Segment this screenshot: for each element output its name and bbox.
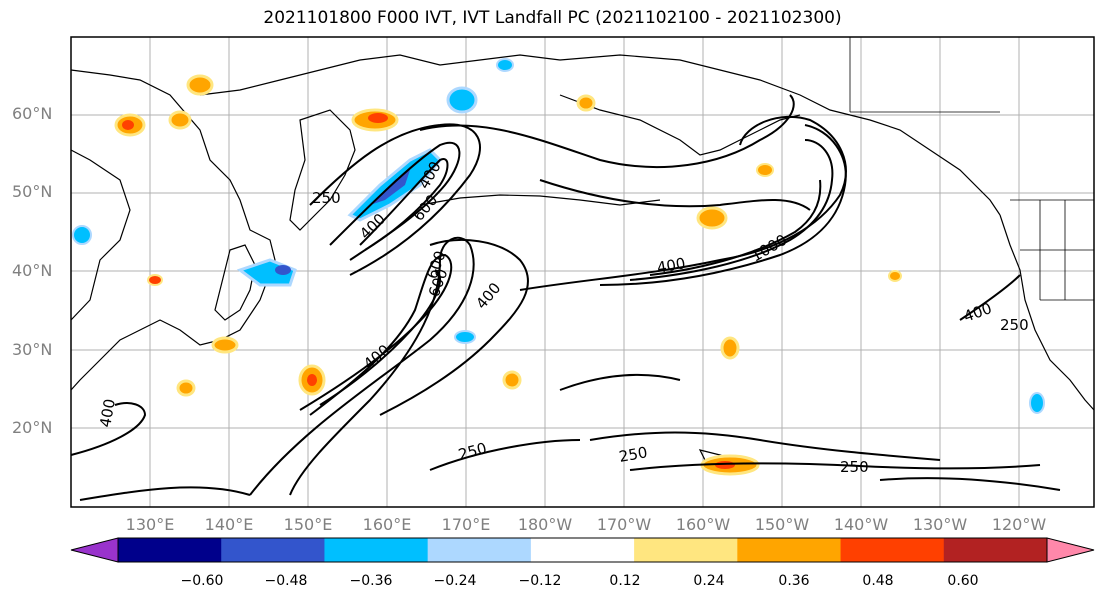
colorbar-tick-label: 0.24 <box>693 573 725 589</box>
contour-label: 250 <box>312 189 341 207</box>
lon-label-150w: 150°W <box>754 515 810 534</box>
contour-label: 1000 <box>748 231 790 266</box>
colorbar-extend-min <box>70 537 119 563</box>
contour-label: 250 <box>1000 316 1029 334</box>
map-frame <box>70 36 1095 508</box>
lon-label-170w: 170°W <box>596 515 652 534</box>
colorbar-outline <box>117 537 1048 563</box>
pc-shading-patches <box>72 58 1045 476</box>
borders <box>849 37 1094 301</box>
colorbar-segment <box>118 538 222 562</box>
colorbar-tick-label: −0.48 <box>264 573 308 589</box>
colorbar-tick-label: −0.60 <box>180 573 224 589</box>
contour-label: 400 <box>656 254 687 277</box>
lon-label-180w: 180°W <box>517 515 573 534</box>
contour-label: 400 <box>472 279 504 313</box>
colorbar-segment <box>737 538 842 562</box>
contour-label: 400 <box>96 397 119 428</box>
lat-label-40n: 40°N <box>12 261 53 280</box>
colorbar-tick-label: 0.36 <box>778 573 810 589</box>
contour-label: 600 <box>409 191 441 225</box>
lon-label-130w: 130°W <box>912 515 968 534</box>
contour-label: 250 <box>456 439 488 464</box>
lat-label-30n: 30°N <box>12 340 53 359</box>
lat-label-50n: 50°N <box>12 182 53 201</box>
coastlines <box>70 54 1095 471</box>
colorbar-tick-label: −0.12 <box>518 573 562 589</box>
lat-label-60n: 60°N <box>12 104 53 123</box>
lon-label-130e: 130°E <box>125 515 175 534</box>
colorbar-segment <box>530 538 635 562</box>
colorbar-segment <box>221 538 325 562</box>
colorbar-segment <box>634 538 738 562</box>
colorbar-segment <box>427 538 532 562</box>
colorbar <box>70 537 1095 563</box>
contour-label: 250 <box>840 458 869 476</box>
lon-label-160w: 160°W <box>675 515 731 534</box>
colorbar-segment <box>943 538 1048 562</box>
lon-label-140e: 140°E <box>204 515 254 534</box>
lon-label-120w: 120°W <box>991 515 1047 534</box>
map-title: 2021101800 F000 IVT, IVT Landfall PC (20… <box>263 8 842 28</box>
colorbar-tick-label: 0.48 <box>862 573 894 589</box>
colorbar-tick-label: −0.36 <box>349 573 393 589</box>
lon-label-170e: 170°E <box>441 515 491 534</box>
colorbar-tick-label: 0.12 <box>609 573 641 589</box>
ivt-contours <box>70 94 1061 501</box>
colorbar-segment <box>840 538 945 562</box>
colorbar-tick-label: 0.60 <box>947 573 979 589</box>
lon-label-160e: 160°E <box>362 515 412 534</box>
colorbar-segment <box>324 538 429 562</box>
colorbar-extend-max <box>1046 537 1095 563</box>
contour-label: 250 <box>618 443 649 466</box>
contour-label: 400 <box>961 299 994 326</box>
lon-label-140w: 140°W <box>833 515 889 534</box>
lon-label-150e: 150°E <box>283 515 333 534</box>
graticule <box>71 37 1094 507</box>
lat-label-20n: 20°N <box>12 418 53 437</box>
colorbar-tick-label: −0.24 <box>433 573 477 589</box>
